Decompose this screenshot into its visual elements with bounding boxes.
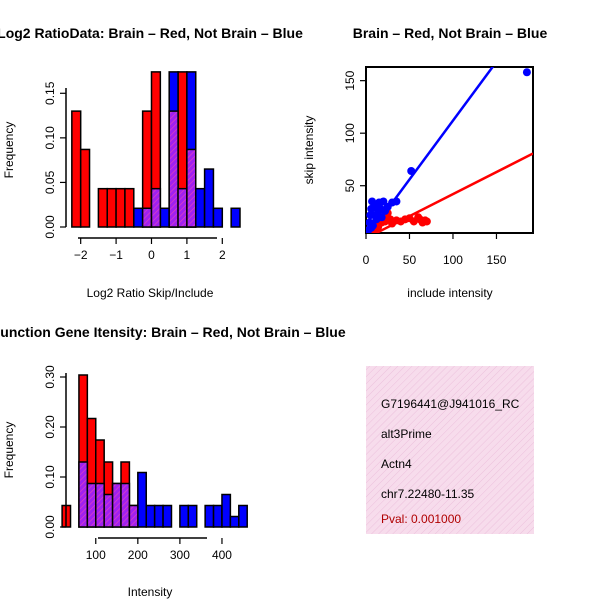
scatter-y-label: skip intensity [302, 116, 316, 185]
scatter-x-tick-label: 100 [443, 253, 463, 267]
intensity-bar-overlap [95, 482, 105, 528]
intensity-bar-overlap [128, 504, 139, 528]
scatter-point-not-brain [381, 206, 390, 215]
intensity-bar-not-brain [179, 504, 190, 528]
ratio-bar-not-brain [230, 207, 241, 228]
ratio-bar-brain [97, 187, 108, 228]
intensity-x-tick-label: 300 [170, 548, 190, 562]
scatter-x-tick-label: 50 [403, 253, 417, 267]
ratio-y-tick-label: 0.05 [43, 170, 57, 194]
p-value: Pval: 0.001000 [381, 512, 461, 526]
intensity-x-tick-label: 100 [86, 548, 106, 562]
ratio-x-label: Log2 Ratio Skip/Include [87, 286, 214, 300]
intensity-hist-title: Exon Junction Gene Itensity: Brain – Red… [0, 324, 346, 340]
scatter-plot-box [365, 66, 534, 234]
ratio-y-tick-label: 0.15 [43, 81, 57, 105]
intensity-bar-not-brain [221, 493, 232, 528]
intensity-bar-overlap [120, 482, 131, 528]
ratio-bar-brain [115, 187, 126, 228]
intensity-bar-not-brain [238, 504, 248, 528]
ratio-bar-overlap [186, 148, 197, 228]
ratio-hist-title: Log2 RatioData: Brain – Red, Not Brain –… [0, 25, 303, 41]
ratio-bar-brain [71, 110, 82, 228]
scatter-point-not-brain [371, 211, 380, 220]
info-box [366, 366, 534, 534]
scatter-point-brain [422, 217, 431, 226]
ratio-bar-brain [124, 187, 135, 228]
event-id: G7196441@J941016_RC [381, 397, 520, 411]
ratio-bar-overlap [177, 187, 188, 228]
event-info-panel: G7196441@J941016_RC alt3Prime Actn4 chr7… [366, 366, 534, 534]
intensity-bar-overlap [86, 482, 97, 528]
ratio-x-tick-label: 1 [184, 248, 191, 262]
intensity-bar-not-brain [137, 471, 147, 528]
intensity-bar-overlap [103, 493, 114, 528]
intensity-histogram: 100 200 300 400 0.00 0.10 0.20 0.30 Intensity F… [2, 365, 248, 599]
intensity-bar-overlap [78, 461, 89, 528]
intensity-bar-overlap [111, 482, 122, 528]
scatter-x-tick-label: 0 [363, 253, 370, 267]
ratio-histogram: −2 −1 0 1 2 0.00 0.05 0.10 0.15 Log2 Ratio Skip/… [2, 71, 241, 300]
ratio-bar-not-brain [133, 207, 144, 228]
ratio-bar-not-brain [159, 207, 170, 228]
intensity-y-label: Frequency [2, 422, 16, 479]
event-type: alt3Prime [381, 427, 432, 441]
scatter-y-tick-label: 50 [343, 179, 357, 193]
intensity-bar-not-brain [204, 504, 215, 528]
ratio-bar-overlap [141, 207, 153, 228]
ratio-x-tick-label: 2 [219, 248, 226, 262]
gene-name: Actn4 [381, 457, 412, 471]
intensity-y-tick-label: 0.30 [43, 365, 57, 389]
intensity-bar-not-brain [212, 504, 223, 528]
ratio-y-tick-label: 0.10 [43, 126, 57, 150]
scatter-y-tick-label: 100 [343, 123, 357, 143]
scatter-y-tick-label: 150 [343, 70, 357, 90]
intensity-bar-not-brain [187, 504, 198, 528]
ratio-bar-not-brain [194, 187, 206, 228]
ratio-y-tick-label: 0.00 [43, 215, 57, 239]
scatter-x-tick-label: 150 [486, 253, 506, 267]
ratio-bar-not-brain [212, 207, 224, 228]
ratio-y-label: Frequency [2, 122, 16, 179]
scatter-point-not-brain [379, 197, 388, 206]
ratio-bar-brain [106, 187, 117, 228]
ratio-bar-brain [79, 148, 91, 228]
intensity-x-tick-label: 200 [128, 548, 148, 562]
scatter-point-not-brain [367, 223, 376, 232]
intensity-y-tick-label: 0.10 [43, 465, 57, 489]
intensity-bar-not-brain [153, 504, 164, 528]
intensity-y-tick-label: 0.00 [43, 515, 57, 539]
intensity-bar-not-brain [145, 504, 156, 528]
ratio-bar-overlap [168, 110, 179, 228]
ratio-x-tick-label: −2 [74, 248, 88, 262]
intensity-scatter: 0 50 100 150 50 100 150 include intensity skip… [302, 66, 534, 300]
scatter-point-not-brain [377, 213, 386, 222]
intensity-x-tick-label: 400 [212, 548, 232, 562]
scatter-point-not-brain [522, 68, 531, 77]
scatter-point-not-brain [392, 197, 401, 206]
ratio-x-tick-label: −1 [109, 248, 123, 262]
scatter-point-not-brain [407, 167, 416, 176]
genomic-location: chr7.22480-11.35 [381, 487, 475, 501]
ratio-bar-overlap [150, 187, 162, 228]
intensity-x-label: Intensity [128, 585, 173, 599]
intensity-bar-not-brain [162, 504, 173, 528]
ratio-x-tick-label: 0 [148, 248, 155, 262]
ratio-bar-not-brain [203, 168, 215, 228]
scatter-x-label: include intensity [407, 286, 492, 300]
intensity-y-tick-label: 0.20 [43, 415, 57, 439]
intensity-bar-not-brain [229, 515, 240, 528]
scatter-title: Brain – Red, Not Brain – Blue [353, 25, 548, 41]
